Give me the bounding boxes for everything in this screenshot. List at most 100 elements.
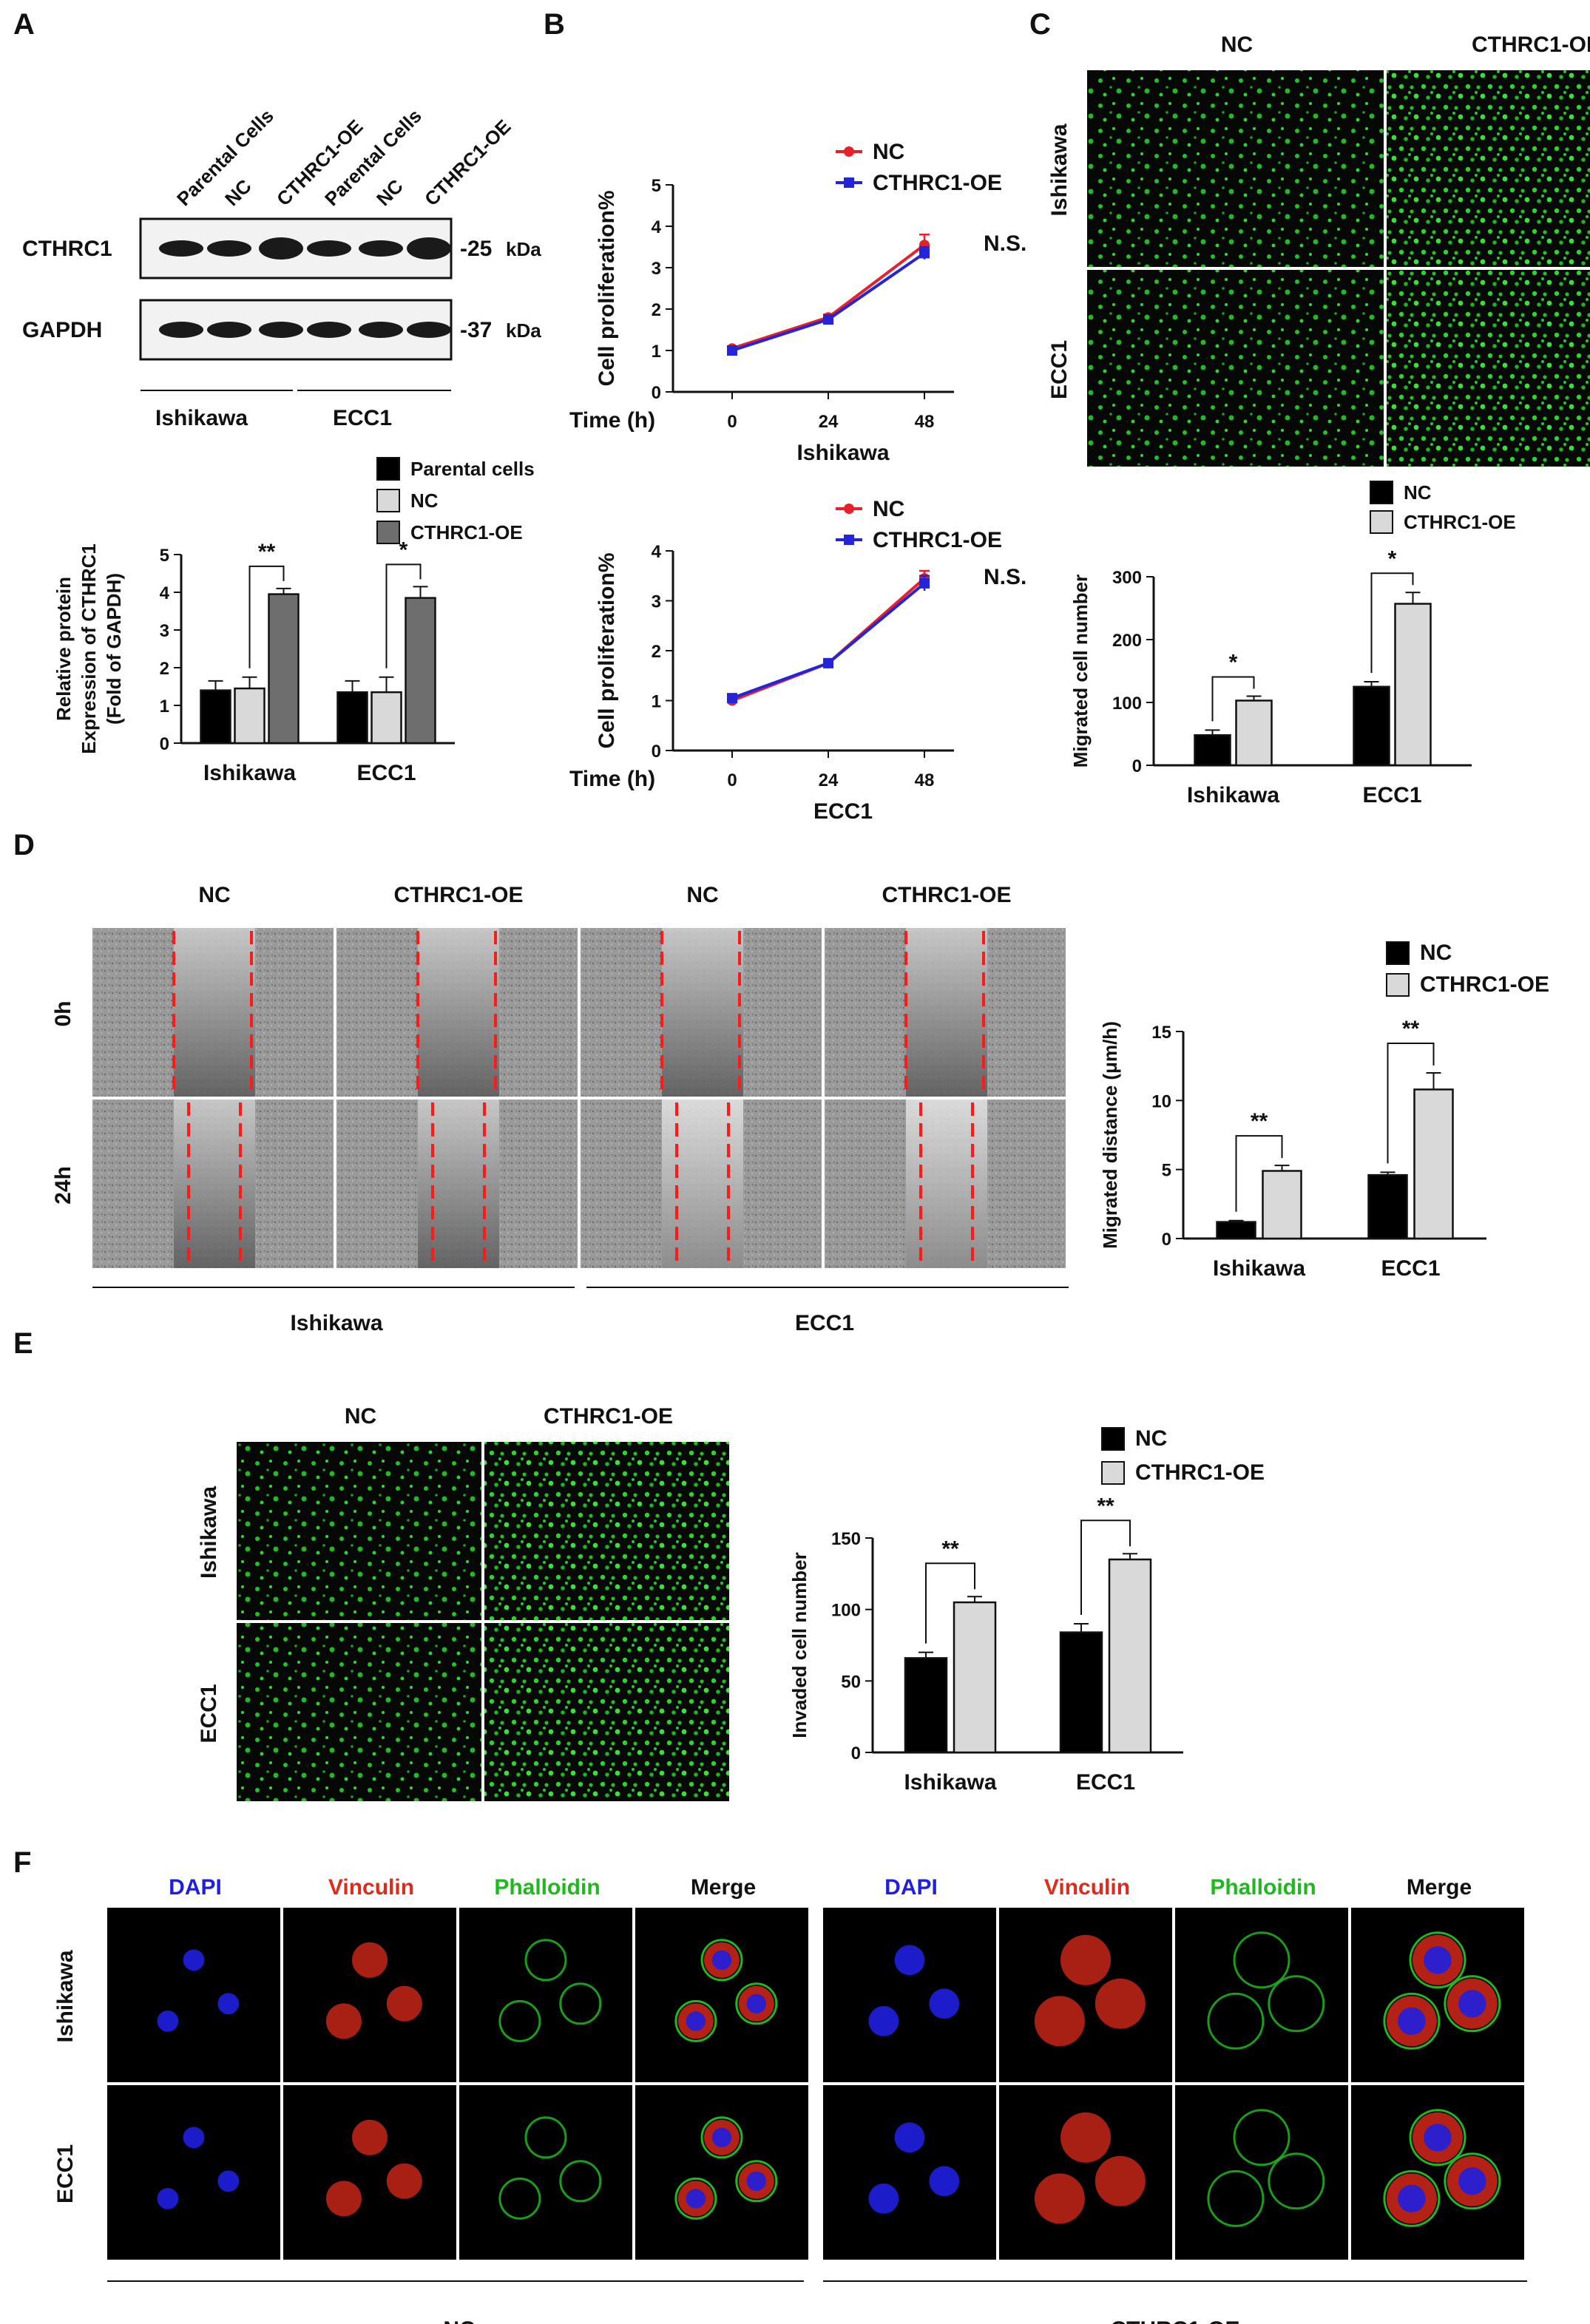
blot-band [407,237,451,260]
d-column-label: CTHRC1-OE [393,883,523,907]
legend-label: NC [1135,1426,1167,1451]
panel-letter-b: B [544,8,565,41]
blot-band [307,240,351,257]
panel-letter-d: D [13,829,35,861]
significance-marker: ** [1097,1494,1114,1518]
vinculin-cell [352,1942,388,1978]
actin-outline [559,2160,602,2203]
bar [234,687,265,745]
c-column-label: NC [1221,33,1253,57]
vinculin-cell [1060,2112,1111,2163]
y-tick-label: 4 [652,217,662,237]
blot-band [359,240,403,257]
bar [1235,699,1273,767]
y-tick-label: 3 [652,259,661,279]
y-tick-label: 5 [652,176,661,196]
actin-outline [524,2116,567,2159]
dapi-nucleus [929,2166,960,2197]
wound-gap [906,1100,987,1268]
c-micrograph [1387,270,1590,467]
significance-bracket [925,1562,975,1644]
legend-swatch [1101,1461,1125,1485]
f-column-label: Phalloidin [1210,1875,1316,1900]
blot-lane-label: NC [220,175,256,210]
y-tick-label: 0 [1162,1230,1171,1250]
bar [200,689,231,745]
bar [1059,1631,1103,1754]
x-tick-label: 0 [727,412,737,432]
wound-gap [174,928,255,1097]
x-tick-label: Ishikawa [1187,783,1279,807]
dapi-nucleus [868,2006,899,2036]
vinculin-cell [352,2119,388,2155]
actin-outline [1207,1992,1265,2050]
merge-actin [1409,1931,1466,1989]
blot-lane-label: CTHRC1-OE [420,115,515,210]
significance-bracket [385,563,422,668]
blot-band [159,322,203,338]
significance-bracket [1370,572,1414,673]
merge-nucleus [1424,2124,1452,2152]
vinculin-cell [1060,1934,1111,1985]
blot-protein-label: CTHRC1 [22,237,112,261]
f-column-label: Merge [1407,1875,1472,1900]
blot-band [259,237,303,260]
dapi-nucleus [157,2010,179,2032]
y-tick-label: 0 [851,1744,861,1764]
data-point [823,314,833,325]
c-row-label: Ishikawa [1047,123,1072,216]
y-tick-label: 3 [652,592,661,612]
actin-outline [1268,2152,1325,2210]
x-tick-label: 24 [819,412,839,432]
actin-outline [498,1999,541,2042]
merge-nucleus [711,2127,732,2147]
legend-swatch [1370,510,1393,534]
legend-swatch [376,521,400,544]
y-axis-label: Migrated cell number [1069,575,1092,768]
f-micrograph [635,1908,808,2082]
f-micrograph [823,2085,996,2260]
legend-label: CTHRC1-OE [410,521,523,543]
e-column-label: NC [345,1404,376,1429]
merge-nucleus [1458,2167,1486,2195]
y-tick-label: 2 [652,300,661,320]
y-tick-label: 0 [652,742,661,762]
x-tick-label: ECC1 [356,761,416,785]
f-row-label: ECC1 [53,2144,78,2203]
blot-cell-line: ECC1 [333,406,392,430]
significance-marker: ** [941,1537,959,1561]
bar [1353,685,1390,767]
panel-letter-e: E [13,1327,33,1360]
bar [268,593,300,745]
d-group-label: ECC1 [795,1311,854,1335]
merge-nucleus [711,1950,732,1970]
x-tick-label: ECC1 [1362,783,1421,807]
chart-B-bottom: 0 1 2 3 4 0 24 48 Time (h) ECC1 Cell proliferation… [569,497,1026,824]
actin-outline [1207,2169,1265,2227]
legend-label: CTHRC1-OE [873,528,1002,552]
significance-marker: ** [1251,1109,1268,1134]
merge-actin [735,1982,778,2025]
e-micrograph [484,1442,729,1620]
data-point [727,345,737,356]
blot-marker: -25 [460,237,492,261]
f-micrograph [999,2085,1172,2260]
f-micrograph [635,2085,808,2260]
y-tick-label: 10 [1151,1091,1171,1111]
merge-actin [1444,1975,1501,2033]
wound-gap [662,928,743,1097]
significance-bracket [1211,676,1255,722]
bar [1216,1221,1256,1240]
bar [336,691,368,745]
merge-nucleus [686,2011,706,2031]
legend-swatch [1370,481,1393,504]
x-axis-prefix: Time (h) [569,767,655,791]
vinculin-cell [386,2163,422,2199]
blot-band [207,322,251,338]
x-tick-label: Ishikawa [203,761,296,785]
legend-label: CTHRC1-OE [1404,511,1516,533]
legend-marker [844,535,854,545]
wound-gap [174,1100,255,1268]
y-tick-label: 4 [160,583,170,603]
y-axis-label: Cell proliferation% [595,190,619,386]
